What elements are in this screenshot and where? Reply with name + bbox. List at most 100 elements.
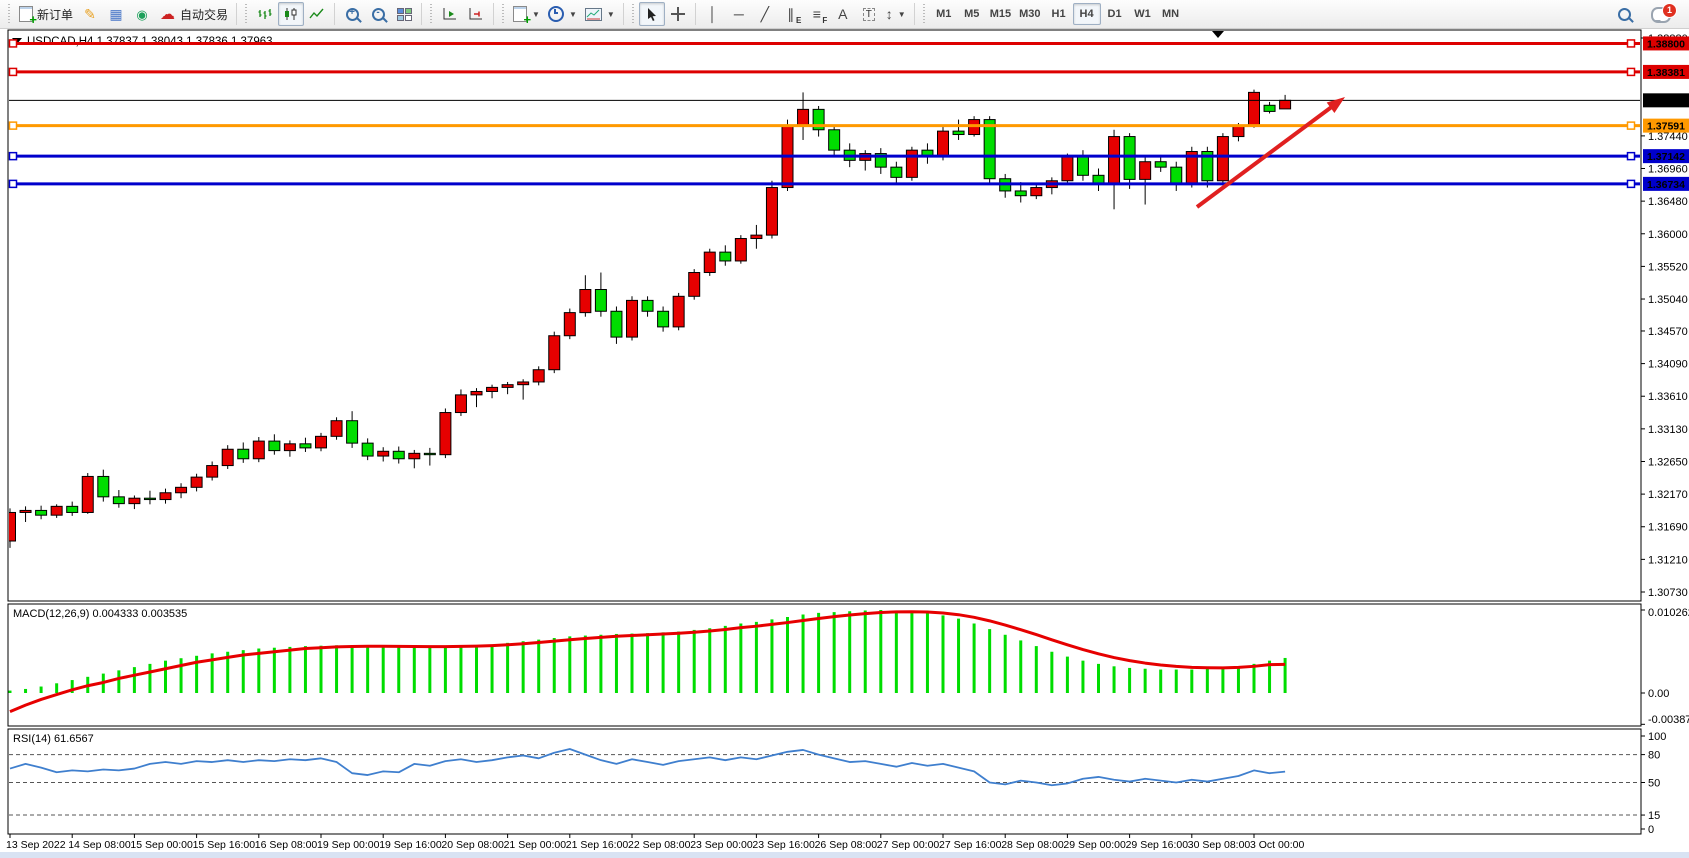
- cursor-button[interactable]: [638, 2, 665, 26]
- label-tool-button[interactable]: T: [856, 2, 882, 26]
- arrows-icon: ↕: [885, 6, 893, 22]
- toolbar-grip[interactable]: [7, 4, 12, 24]
- price-badge-label: 1.37142: [1647, 151, 1685, 163]
- toolbar-separator: [622, 3, 624, 25]
- chart-shift-icon: [469, 8, 483, 20]
- price-tick-label: 1.33610: [1648, 391, 1688, 403]
- toolbar-grip[interactable]: [630, 4, 636, 24]
- line-handle[interactable]: [1626, 151, 1636, 161]
- toolbar-grip[interactable]: [501, 4, 507, 24]
- candle: [66, 505, 79, 513]
- time-axis-label: 21 Sep 00:00: [504, 839, 567, 851]
- text-tool-button[interactable]: A: [830, 2, 856, 26]
- time-axis-label: 23 Sep 00:00: [690, 839, 753, 851]
- toolbar-grip[interactable]: [429, 4, 435, 24]
- candle: [688, 272, 701, 297]
- time-axis-label: 19 Sep 16:00: [379, 839, 442, 851]
- line-handle[interactable]: [8, 179, 18, 189]
- fibonacci-button[interactable]: ≡ F: [804, 2, 830, 26]
- horizontal-line-button[interactable]: ─: [726, 2, 752, 26]
- news-button[interactable]: ▦: [103, 2, 129, 26]
- clock-icon: [547, 6, 564, 22]
- chat-button[interactable]: 1: [1647, 2, 1677, 27]
- time-axis-label: 3 Oct 00:00: [1250, 839, 1304, 851]
- time-axis-label: 15 Sep 16:00: [193, 839, 256, 851]
- zoom-out-button[interactable]: -: [365, 2, 391, 26]
- zoom-out-icon: -: [371, 7, 385, 21]
- auto-scroll-button[interactable]: [437, 2, 463, 26]
- toolbar-grip[interactable]: [244, 4, 250, 24]
- line-handle[interactable]: [1626, 67, 1636, 77]
- line-handle[interactable]: [1626, 39, 1636, 48]
- trendline-button[interactable]: ╱: [752, 2, 778, 26]
- search-icon: [1617, 8, 1631, 21]
- timeframe-h1[interactable]: H1: [1045, 3, 1073, 25]
- line-handle[interactable]: [8, 121, 18, 130]
- tile-windows-button[interactable]: [391, 2, 417, 26]
- line-handle[interactable]: [1626, 121, 1636, 130]
- price-badge: [1643, 93, 1689, 108]
- candle: [9, 511, 16, 542]
- candle: [734, 238, 747, 262]
- highlighter-icon: ✎: [84, 6, 96, 22]
- candle: [454, 394, 467, 414]
- candle: [299, 443, 312, 449]
- candle: [797, 108, 810, 127]
- candle: [1154, 161, 1167, 168]
- price-badge-label: 1.36734: [1647, 179, 1685, 191]
- period-dropdown[interactable]: ▼: [544, 2, 581, 26]
- timeframe-mn[interactable]: MN: [1157, 3, 1185, 25]
- candle: [641, 299, 654, 312]
- line-handle[interactable]: [8, 151, 18, 161]
- trend-arrow-head[interactable]: [1326, 97, 1345, 113]
- trend-arrow[interactable]: [1195, 103, 1335, 209]
- rsi-tick-label: 15: [1648, 810, 1660, 822]
- shift-marker[interactable]: [1212, 31, 1224, 38]
- candle: [657, 310, 670, 328]
- toolbar-grip[interactable]: [921, 4, 927, 24]
- timeframe-m1[interactable]: M1: [930, 3, 958, 25]
- crosshair-button[interactable]: [665, 2, 691, 26]
- timeframe-m15[interactable]: M15: [986, 3, 1015, 25]
- signals-icon: ◉: [136, 6, 148, 22]
- timeframe-m5[interactable]: M5: [958, 3, 986, 25]
- time-axis-label: 21 Sep 16:00: [566, 839, 629, 851]
- time-axis-label: 26 Sep 08:00: [815, 839, 878, 851]
- channel-button[interactable]: ∥ E: [778, 2, 804, 26]
- candle: [175, 486, 188, 494]
- new-chart-dropdown[interactable]: + ▼: [509, 2, 544, 27]
- time-axis-label: 28 Sep 08:00: [1001, 839, 1064, 851]
- search-button[interactable]: [1611, 3, 1637, 27]
- line-handle[interactable]: [8, 67, 18, 77]
- line-chart-button[interactable]: [304, 2, 330, 26]
- arrows-dropdown[interactable]: ↕ ▼: [882, 2, 910, 26]
- fibonacci-icon: ≡ F: [812, 6, 828, 25]
- chart-shift-button[interactable]: [463, 2, 489, 26]
- timeframe-d1[interactable]: D1: [1101, 3, 1129, 25]
- price-tick-label: 1.35520: [1648, 261, 1688, 273]
- timeframe-w1[interactable]: W1: [1129, 3, 1157, 25]
- auto-trading-button[interactable]: ☁ 自动交易: [155, 2, 232, 26]
- time-axis-label: 29 Sep 00:00: [1063, 839, 1126, 851]
- timeframe-h4[interactable]: H4: [1072, 3, 1101, 25]
- vertical-line-button[interactable]: │: [700, 2, 726, 26]
- candlestick-chart-button[interactable]: [278, 2, 305, 26]
- zoom-in-button[interactable]: +: [339, 2, 365, 26]
- candle: [532, 369, 545, 383]
- timeframe-m30[interactable]: M30: [1015, 3, 1044, 25]
- template-dropdown[interactable]: ▼: [581, 2, 619, 26]
- new-order-button[interactable]: + 新订单: [15, 2, 77, 27]
- time-axis-label: 23 Sep 16:00: [752, 839, 815, 851]
- line-handle[interactable]: [8, 39, 18, 48]
- bar-chart-button[interactable]: [252, 2, 278, 26]
- candle: [237, 448, 250, 460]
- signals-button[interactable]: ◉: [129, 2, 155, 26]
- time-axis-label: 27 Sep 00:00: [877, 839, 940, 851]
- highlighter-button[interactable]: ✎: [77, 2, 103, 26]
- line-handle[interactable]: [1626, 179, 1636, 189]
- candle: [50, 505, 63, 516]
- candle: [143, 497, 156, 501]
- price-badge: [1643, 176, 1689, 191]
- candle: [719, 251, 732, 262]
